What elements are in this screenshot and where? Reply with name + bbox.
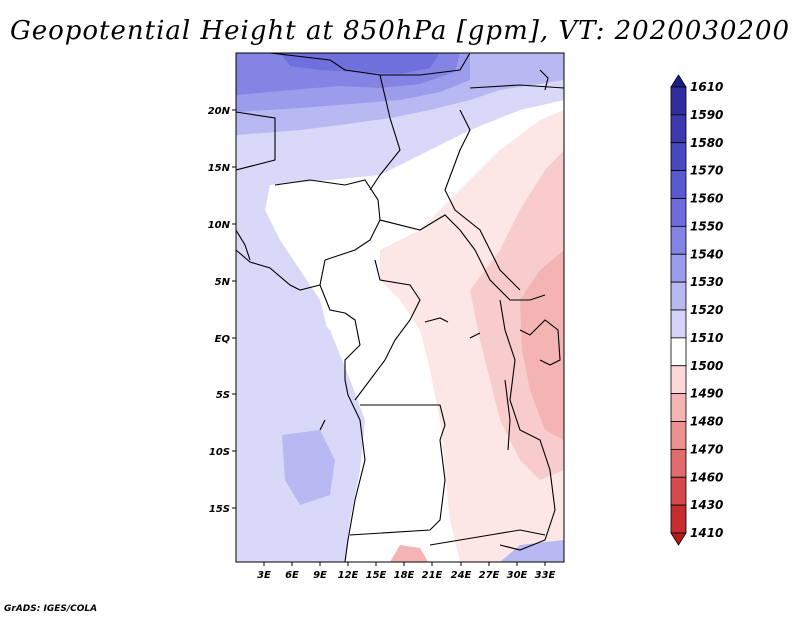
- colorbar-swatch: [670, 198, 687, 227]
- lon-label: 15E: [366, 570, 387, 581]
- colorbar-swatch: [670, 281, 687, 311]
- colorbar-swatch: [670, 253, 687, 283]
- colorbar: 1610 1590 1580 1570 1560 1550 1540 1530 1520 1510…: [670, 74, 723, 546]
- lat-label: 20N: [208, 106, 231, 117]
- lat-label: EQ: [215, 334, 231, 345]
- border-line: [444, 109, 521, 291]
- coastline: [539, 69, 549, 91]
- colorbar-label: 1480: [690, 415, 723, 429]
- contour-fill-1560: [280, 53, 440, 74]
- river-outline: [424, 317, 449, 323]
- colorbar-swatch: [670, 476, 687, 506]
- colorbar-swatch: [670, 393, 687, 422]
- lat-label: 5S: [216, 390, 230, 401]
- colorbar-label: 1520: [690, 303, 723, 317]
- colorbar-label: 1490: [690, 387, 723, 401]
- contour-fill-1480-s: [390, 545, 428, 562]
- chart-title: Geopotential Height at 850hPa [gpm], VT:…: [9, 16, 791, 46]
- coastline: [344, 312, 361, 396]
- border-line: [354, 259, 421, 401]
- colorbar-label: 1580: [690, 136, 723, 150]
- coastline: [344, 394, 366, 562]
- colorbar-label: 1510: [690, 331, 723, 345]
- border-line: [499, 299, 556, 551]
- colorbar-swatch: [670, 337, 687, 367]
- lon-label: 21E: [422, 570, 443, 581]
- colorbar-swatch: [670, 225, 687, 255]
- colorbar-label: 1430: [690, 498, 723, 512]
- border-line: [469, 84, 564, 89]
- river-outline: [469, 332, 481, 339]
- colorbar-label: 1410: [690, 526, 723, 540]
- grads-credit: GrADS: IGES/COLA: [4, 604, 98, 614]
- lon-label: 6E: [285, 570, 299, 581]
- colorbar-top-arrow: [670, 74, 687, 88]
- colorbar-swatch: [670, 365, 687, 395]
- lat-label: 15N: [208, 163, 231, 174]
- colorbar-bottom-arrow: [670, 532, 687, 546]
- contour-fill-1530-sw: [282, 430, 335, 505]
- colorbar-label: 1590: [690, 108, 723, 122]
- colorbar-label: 1500: [690, 359, 723, 373]
- colorbar-swatch: [670, 114, 687, 144]
- contour-fill-1480: [520, 250, 564, 440]
- colorbar-label: 1570: [690, 164, 723, 178]
- border-line: [380, 53, 471, 76]
- colorbar-swatch: [670, 448, 687, 478]
- colorbar-label: 1550: [690, 219, 723, 233]
- colorbar-label: 1610: [690, 80, 723, 94]
- colorbar-swatch: [670, 504, 687, 534]
- contour-fill-1530-se: [500, 540, 564, 562]
- border-line: [349, 404, 446, 536]
- colorbar-label: 1470: [690, 442, 723, 456]
- lat-label: 15S: [209, 504, 230, 515]
- lon-label: 27E: [479, 570, 500, 581]
- border-line: [269, 53, 401, 191]
- colorbar-label: 1460: [690, 470, 723, 484]
- colorbar-swatch: [670, 309, 687, 339]
- lake-outline: [519, 319, 561, 366]
- colorbar-label: 1530: [690, 275, 723, 289]
- border-line: [236, 111, 276, 171]
- colorbar-swatch: [670, 142, 687, 172]
- lat-label: 10N: [208, 220, 231, 231]
- borders-coastlines: [236, 53, 564, 562]
- lon-label: 9E: [313, 570, 327, 581]
- lon-label: 30E: [507, 570, 528, 581]
- lon-label: 33E: [535, 570, 556, 581]
- colorbar-label: 1540: [690, 247, 723, 261]
- lon-axis: 3E 6E 9E 12E 15E 18E 21E 24E 27E 30E 33E: [257, 562, 556, 581]
- lon-label: 12E: [338, 570, 359, 581]
- border-line: [236, 249, 346, 314]
- colorbar-label: 1560: [690, 192, 723, 206]
- lake-outline: [504, 379, 511, 451]
- border-line: [429, 529, 546, 546]
- colorbar-swatch: [670, 86, 687, 116]
- map-frame: [235, 52, 565, 563]
- colorbar-swatch: [670, 170, 687, 199]
- contour-field: [236, 53, 564, 562]
- lat-axis: 20N 15N 10N 5N EQ 5S 10S 15S: [208, 106, 236, 515]
- lon-label: 24E: [451, 570, 472, 581]
- border-line: [379, 214, 546, 301]
- lat-label: 5N: [215, 277, 231, 288]
- coastline: [236, 229, 251, 261]
- colorbar-swatch: [670, 421, 687, 450]
- lat-label: 10S: [209, 447, 230, 458]
- lon-label: 3E: [257, 570, 271, 581]
- lon-label: 18E: [394, 570, 415, 581]
- coastline: [319, 419, 326, 431]
